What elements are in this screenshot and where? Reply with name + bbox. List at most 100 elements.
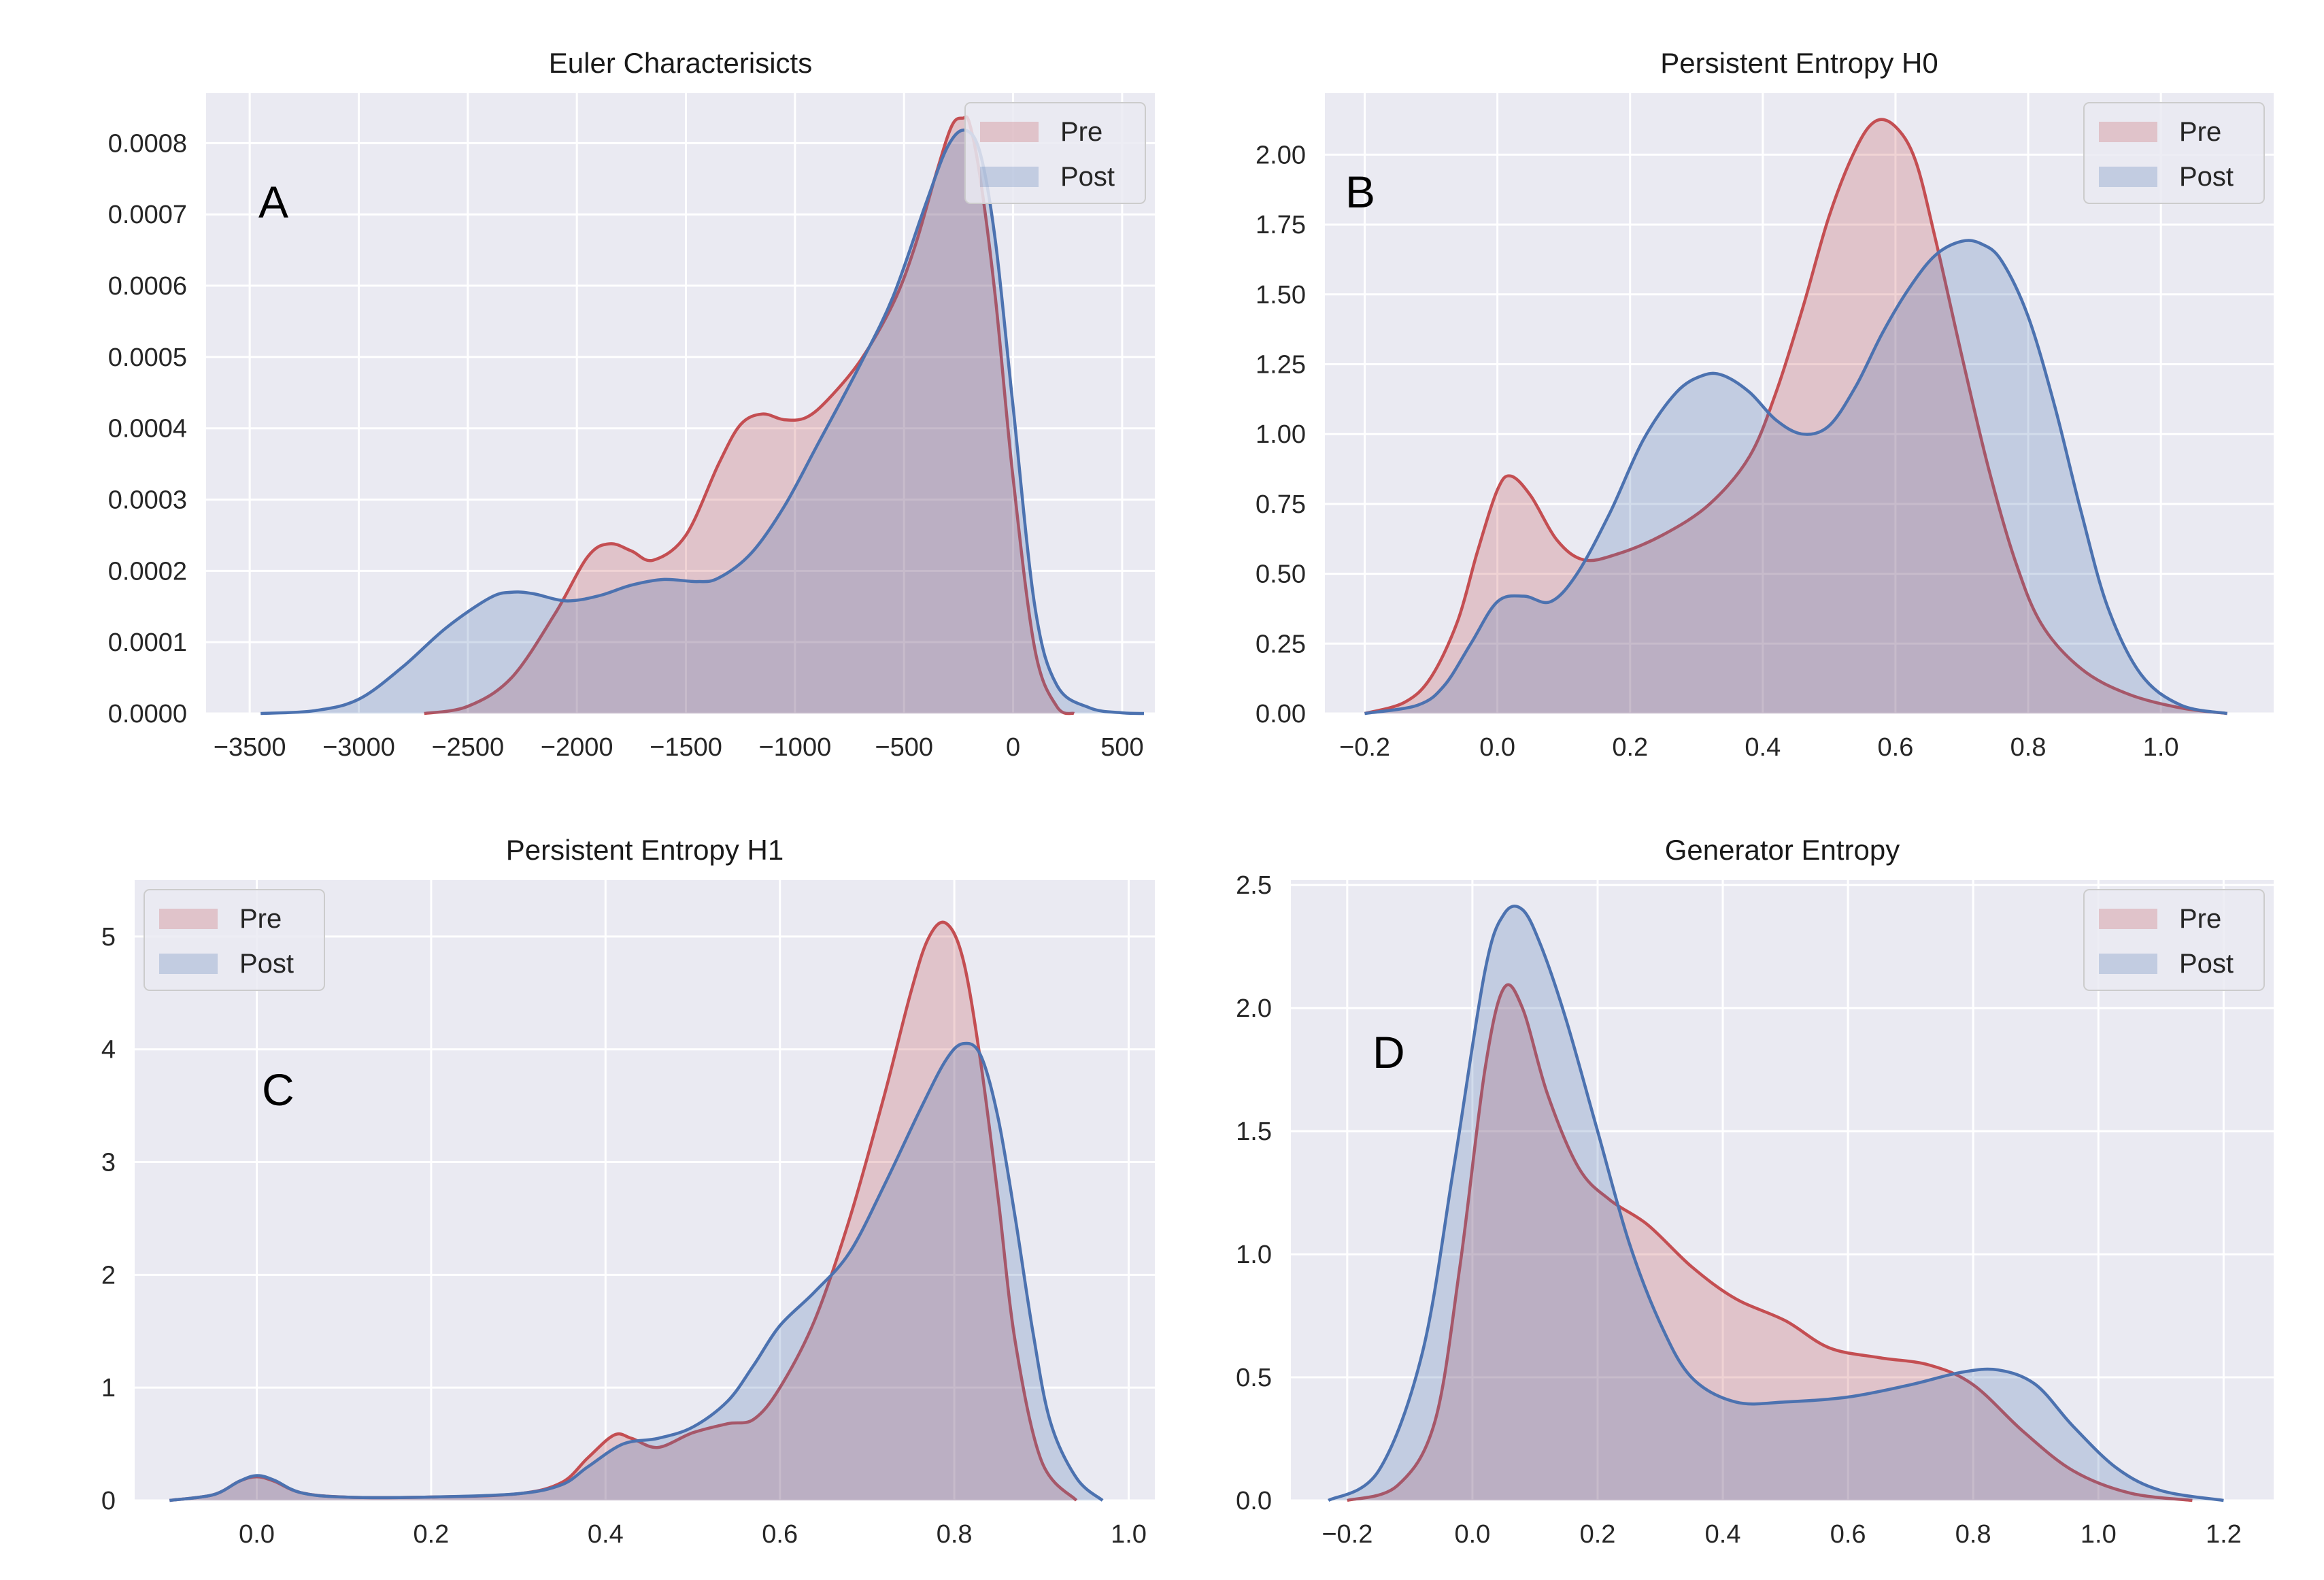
legend-box [964,102,1146,204]
y-tick-label: 0 [101,1487,116,1515]
y-tick-label: 3 [101,1149,116,1177]
x-tick-label: −3000 [322,733,395,762]
legend-label-post: Post [239,949,294,979]
x-tick-label: −0.2 [1339,733,1390,762]
y-tick-label: 0.0006 [108,272,187,301]
y-tick-label: 0.50 [1256,560,1306,589]
x-tick-label: 0 [1006,733,1020,762]
series-line-post [1364,239,2228,716]
chart-panel-c: 0.0 0.2 0.4 0.6 0.8 1.0 0 1 2 3 4 5 Persistent Entro… [101,834,1155,1549]
x-tick-label: −1500 [650,733,722,762]
y-tick-label: 0.0002 [108,557,187,586]
series-fill-pre [1347,984,2193,1500]
legend-swatch-post [2099,167,2157,187]
legend-label-post: Post [2179,162,2234,192]
y-tick-label: 1.00 [1256,420,1306,449]
x-tick-label: 0.6 [762,1520,798,1549]
series-line-post [169,1041,1104,1502]
chart-title: Persistent Entropy H1 [506,834,784,866]
legend-swatch-post [980,167,1039,187]
legend-swatch-pre [2099,122,2157,142]
x-tick-label: 1.0 [2081,1520,2117,1549]
x-tick-label: −0.2 [1321,1520,1372,1549]
chart-panel-a: −3500 −3000 −2500 −2000 −1500 −1000 −500 0 500 0.… [108,47,1155,762]
legend-label-pre: Pre [1060,117,1102,147]
x-tick-label: 1.0 [1111,1520,1147,1549]
chart-title: Euler Characterisicts [549,47,812,79]
y-tick-label: 0.0004 [108,415,187,443]
legend-swatch-post [2099,954,2157,974]
legend-box [2083,102,2265,204]
series-line-pre [1364,118,2227,716]
legend: Pre Post [2083,889,2265,991]
x-tick-label: 0.0 [1454,1520,1490,1549]
y-tick-label: 0.0000 [108,700,187,728]
legend-swatch-pre [980,122,1039,142]
legend-swatch-pre [159,909,218,929]
legend-label-pre: Pre [2179,904,2221,934]
panel-label: B [1345,167,1375,217]
x-tick-label: 0.8 [2010,733,2047,762]
legend-swatch-post [159,954,218,974]
x-tick-label: 0.2 [1612,733,1648,762]
series-line-post [260,129,1145,716]
x-tick-label: 0.0 [1479,733,1515,762]
y-tick-label: 5 [101,923,116,952]
y-tick-label: 0.0001 [108,628,187,657]
series-fill-post [260,130,1145,713]
y-tick-label: 2.00 [1256,141,1306,169]
legend-label-pre: Pre [2179,117,2221,147]
x-tick-label: −2500 [431,733,504,762]
legend: Pre Post [964,102,1146,204]
y-tick-label: 2.0 [1236,994,1272,1023]
legend: Pre Post [2083,102,2265,204]
series-fill-post [1364,240,2227,713]
y-tick-label: 2.5 [1236,871,1272,900]
legend-box [144,889,325,991]
x-tick-label: −1000 [758,733,831,762]
chart-title: Persistent Entropy H0 [1660,47,1938,79]
x-tick-label: 1.2 [2206,1520,2242,1549]
y-tick-label: 0.75 [1256,490,1306,519]
chart-panel-b: −0.2 0.0 0.2 0.4 0.6 0.8 1.0 0.00 0.25 0.50 0.75 1.… [1256,47,2274,762]
y-tick-label: 1 [101,1374,116,1402]
legend-swatch-pre [2099,909,2157,929]
y-tick-label: 1.5 [1236,1117,1272,1146]
legend-label-pre: Pre [239,904,282,934]
y-tick-label: 0.5 [1236,1364,1272,1392]
chart-title: Generator Entropy [1665,834,1900,866]
x-tick-label: −3500 [214,733,286,762]
y-tick-label: 1.50 [1256,281,1306,309]
panel-label: C [262,1064,294,1115]
chart-panel-d: −0.2 0.0 0.2 0.4 0.6 0.8 1.0 1.2 0.0 0.5 1.0 1.5 2.0… [1236,834,2274,1549]
series-fill-post [1328,906,2224,1500]
x-tick-label: 0.4 [1745,733,1781,762]
x-tick-label: 0.6 [1830,1520,1866,1549]
series-fill-pre [424,116,1075,714]
x-tick-label: −2000 [541,733,613,762]
x-tick-label: 0.4 [588,1520,624,1549]
y-tick-label: 0.0005 [108,343,187,372]
legend-label-post: Post [2179,949,2234,979]
x-tick-label: 0.6 [1878,733,1914,762]
y-tick-label: 4 [101,1036,116,1064]
legend: Pre Post [144,889,325,991]
series-line-pre [424,115,1075,716]
series-fill-pre [1364,119,2227,713]
x-tick-label: 1.0 [2143,733,2179,762]
y-tick-label: 0.0 [1236,1487,1272,1515]
y-tick-label: 0.0003 [108,486,187,515]
y-tick-label: 1.0 [1236,1241,1272,1269]
x-tick-label: 0.8 [1955,1520,1991,1549]
y-tick-label: 1.75 [1256,211,1306,239]
x-tick-label: 0.0 [239,1520,275,1549]
x-tick-label: 0.8 [937,1520,973,1549]
x-tick-label: 0.2 [1580,1520,1616,1549]
panel-label: A [258,177,288,227]
y-tick-label: 0.00 [1256,700,1306,728]
x-tick-label: −500 [875,733,933,762]
y-tick-label: 0.0008 [108,129,187,158]
series-fill-post [169,1043,1103,1500]
series-line-pre [1347,983,2193,1502]
